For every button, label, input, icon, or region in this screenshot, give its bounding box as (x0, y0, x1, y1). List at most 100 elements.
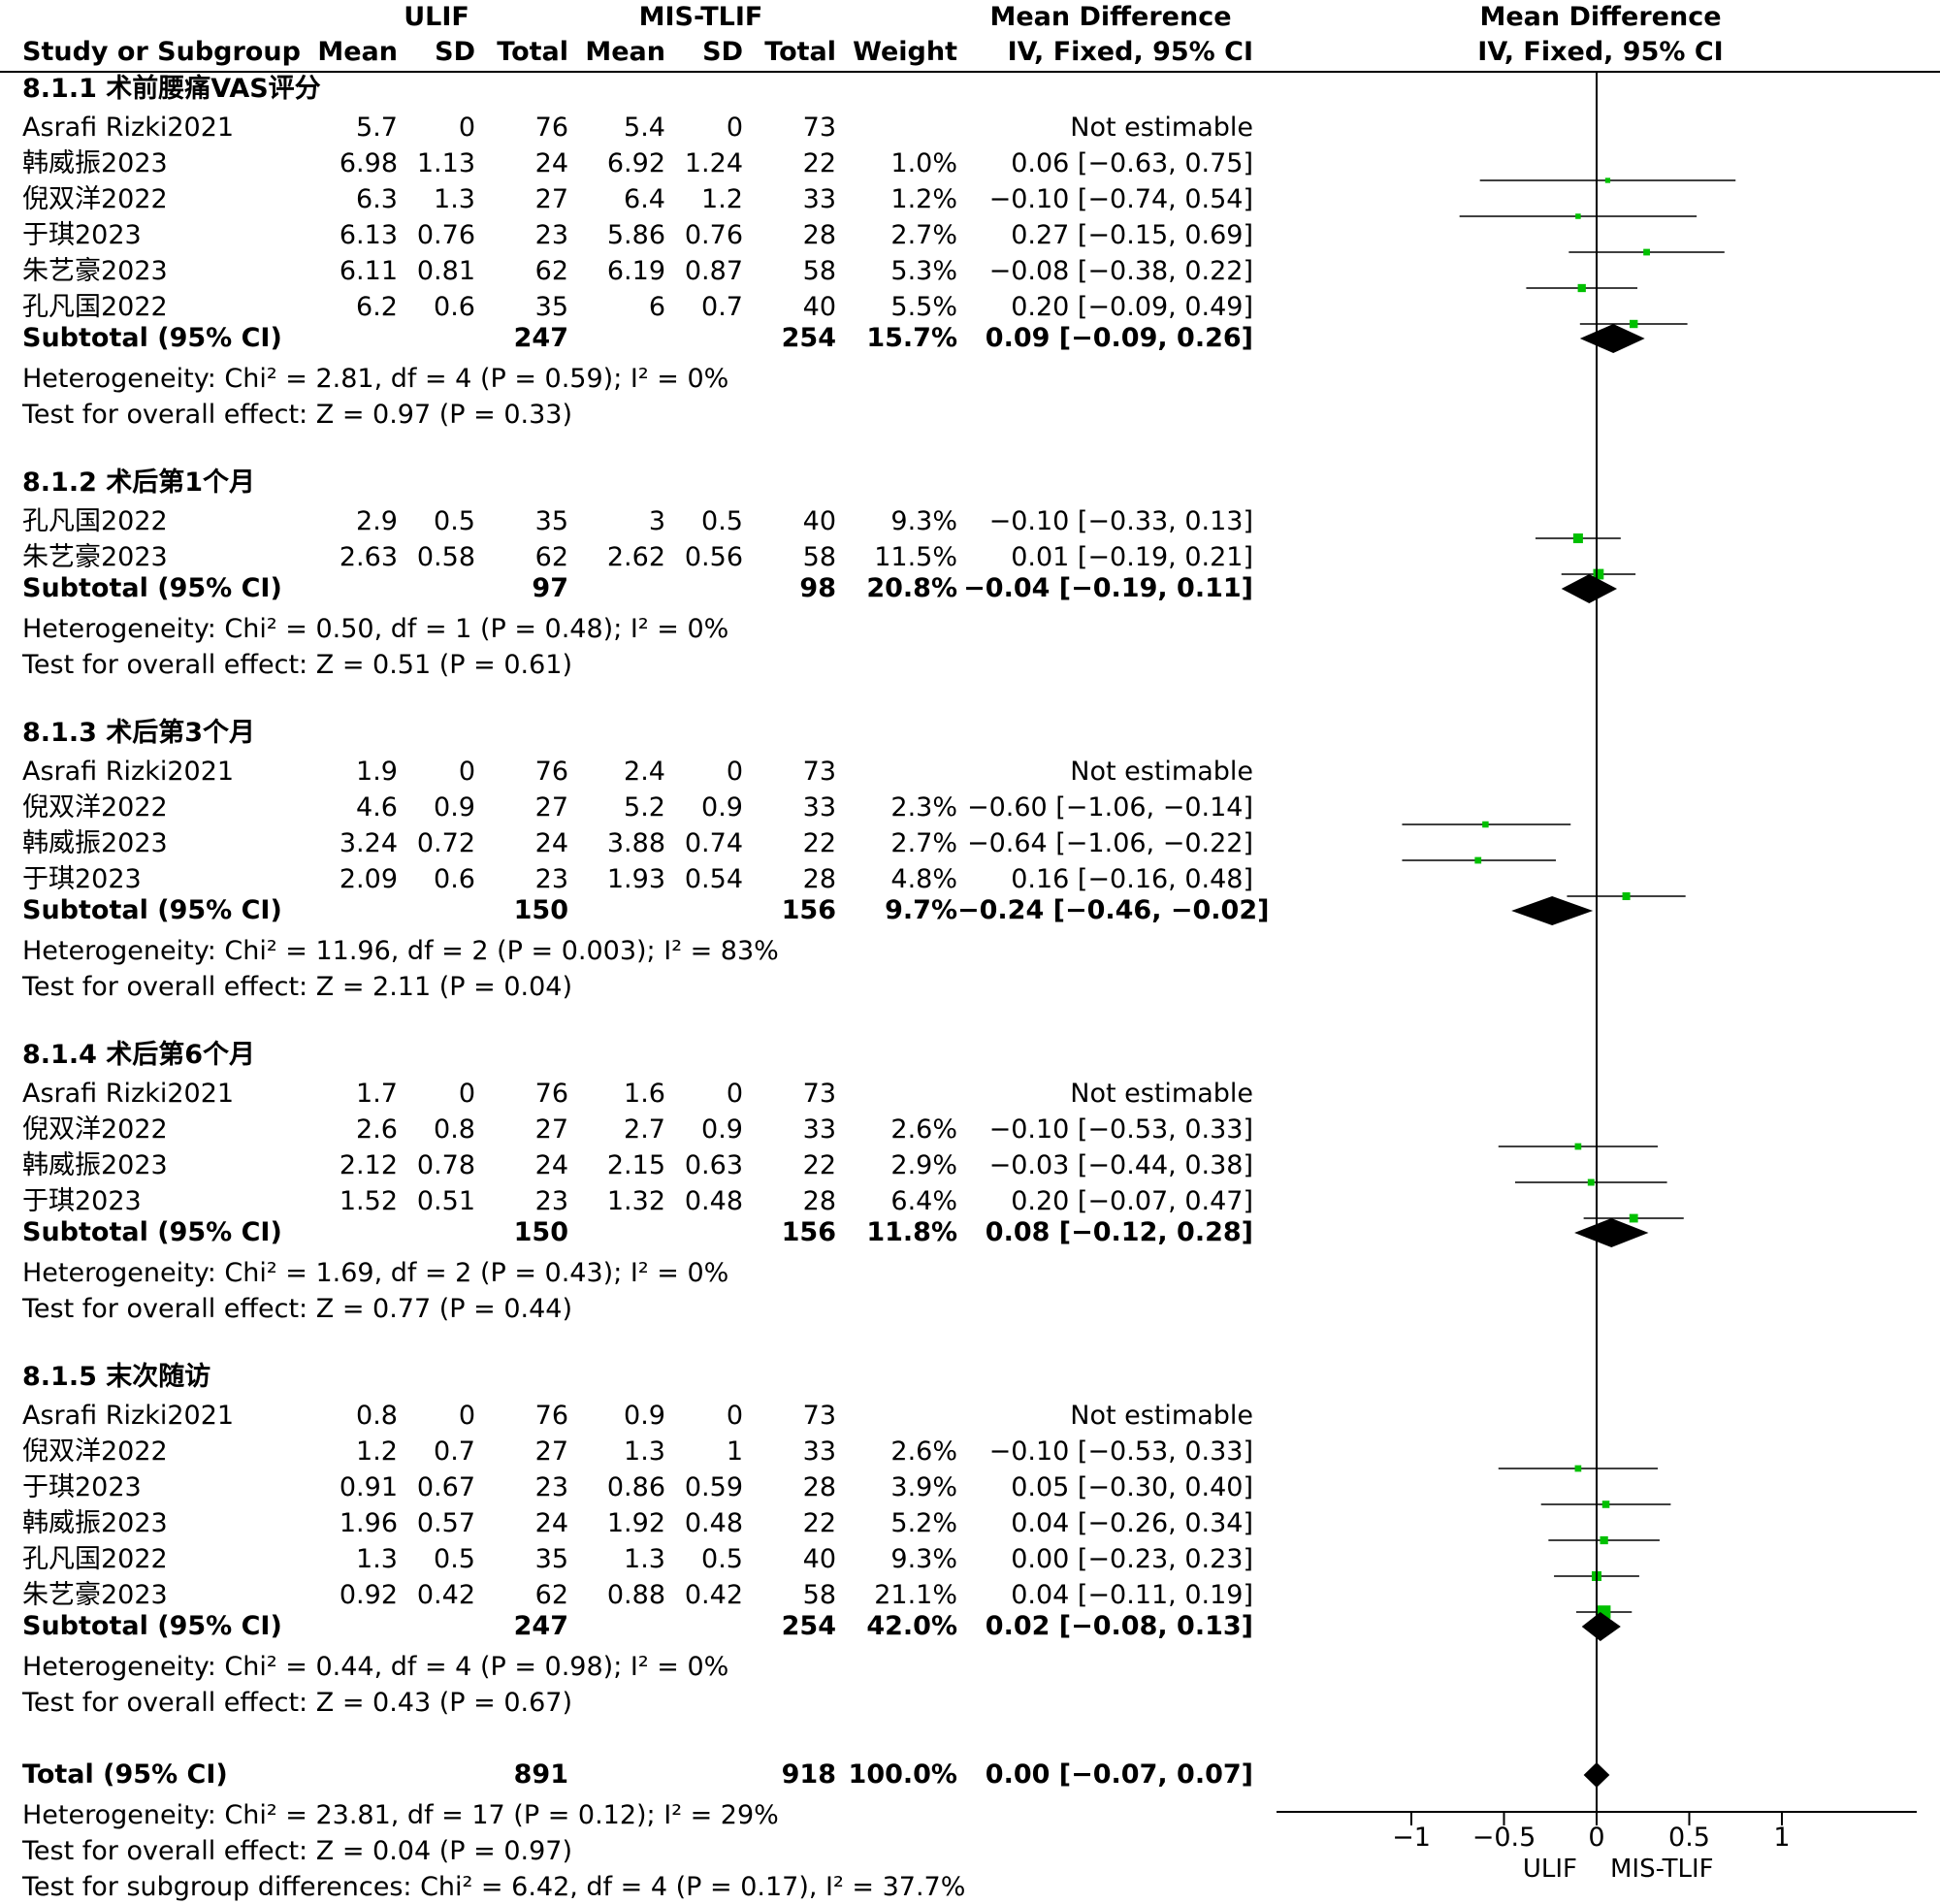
total-ci: 0.00 [−0.07, 0.07] (985, 1759, 1253, 1790)
sd1-header: SD (435, 37, 475, 67)
study-n1: 24 (534, 828, 568, 858)
study-ci: Not estimable (1070, 113, 1253, 143)
study-n2: 28 (802, 1186, 836, 1216)
study-n1: 35 (534, 1544, 568, 1574)
forest-table: ULIF MIS-TLIF Mean Difference Mean Diffe… (22, 2, 1724, 1902)
subtotal-n1: 97 (532, 573, 568, 603)
study-n1: 62 (534, 542, 568, 572)
study-m1: 1.3 (356, 1544, 398, 1574)
study-weight: 5.3% (890, 256, 957, 286)
pooled-diamond (1581, 1612, 1621, 1641)
study-ci: −0.64 [−1.06, −0.22] (966, 828, 1253, 858)
pooled-diamond (1511, 896, 1594, 925)
study-n2: 33 (802, 184, 836, 214)
study-sd2: 0 (726, 1401, 743, 1431)
study-sd2: 1 (726, 1436, 743, 1467)
study-m1: 6.13 (339, 220, 398, 250)
study-sd1: 0.81 (416, 256, 475, 286)
study-weight: 1.0% (890, 148, 957, 178)
effect-square (1629, 1213, 1638, 1223)
study-sd2: 0 (726, 113, 743, 143)
study-n1: 23 (534, 864, 568, 894)
study-sd2: 0.7 (701, 292, 743, 322)
study-sd2: 0.9 (701, 792, 743, 823)
study-name: 韩威振2023 (22, 148, 168, 178)
overall-effect-text: Test for overall effect: Z = 0.51 (P = 0… (22, 650, 572, 680)
study-m1: 1.2 (356, 1436, 398, 1467)
study-m2: 0.88 (606, 1580, 665, 1610)
md-method-header: IV, Fixed, 95% CI (1007, 37, 1253, 67)
subtotal-ci: −0.24 [−0.46, −0.02] (957, 895, 1270, 925)
study-name: Asrafi Rizki2021 (22, 1079, 235, 1109)
subtotal-n2: 156 (781, 895, 836, 925)
study-name: 朱艺豪2023 (22, 542, 168, 572)
study-weight: 2.3% (890, 792, 957, 823)
study-n1: 24 (534, 1508, 568, 1538)
study-name: 孔凡国2022 (22, 292, 168, 322)
subtotal-n2: 254 (781, 1611, 836, 1641)
study-name: 于琪2023 (22, 864, 142, 894)
pooled-diamond (1579, 324, 1645, 353)
subgroup-title: 8.1.1 术前腰痛VAS评分 (22, 74, 321, 104)
study-weight: 1.2% (890, 184, 957, 214)
study-n1: 27 (534, 184, 568, 214)
subtotal-label: Subtotal (95% CI) (22, 1611, 282, 1641)
study-weight: 9.3% (890, 1544, 957, 1574)
study-n1: 62 (534, 256, 568, 286)
subtotal-label: Subtotal (95% CI) (22, 573, 282, 603)
study-m1: 2.12 (339, 1150, 398, 1180)
subgroup-title: 8.1.4 术后第6个月 (22, 1040, 256, 1070)
study-weight: 21.1% (874, 1580, 957, 1610)
study-weight: 2.6% (890, 1114, 957, 1145)
study-sd1: 0.67 (416, 1472, 475, 1502)
x-tick-label: −0.5 (1472, 1823, 1536, 1853)
study-m2: 3 (648, 506, 665, 536)
study-n1: 27 (534, 792, 568, 823)
study-n2: 28 (802, 220, 836, 250)
study-n2: 28 (802, 864, 836, 894)
effect-square (1600, 1535, 1608, 1545)
study-ci: 0.04 [−0.26, 0.34] (1011, 1508, 1253, 1538)
study-n1: 23 (534, 1472, 568, 1502)
study-m2: 0.9 (624, 1401, 665, 1431)
subtotal-label: Subtotal (95% CI) (22, 895, 282, 925)
study-sd2: 0.74 (684, 828, 743, 858)
study-name: 韩威振2023 (22, 1508, 168, 1538)
study-sd2: 0 (726, 757, 743, 787)
study-m2: 1.6 (624, 1079, 665, 1109)
study-name: 于琪2023 (22, 220, 142, 250)
study-sd2: 0 (726, 1079, 743, 1109)
study-n2: 40 (802, 292, 836, 322)
study-n2: 28 (802, 1472, 836, 1502)
study-weight: 2.7% (890, 828, 957, 858)
study-sd2: 0.56 (684, 542, 743, 572)
study-weight: 6.4% (890, 1186, 957, 1216)
md-header: Mean Difference (989, 2, 1232, 32)
study-weight: 9.3% (890, 506, 957, 536)
subtotal-n2: 254 (781, 323, 836, 353)
study-m2: 1.3 (624, 1544, 665, 1574)
study-ci: −0.10 [−0.74, 0.54] (988, 184, 1253, 214)
overall-effect-text: Test for overall effect: Z = 2.11 (P = 0… (22, 972, 572, 1002)
study-sd1: 1.3 (434, 184, 475, 214)
pooled-diamond (1574, 1218, 1649, 1247)
study-ci: −0.10 [−0.33, 0.13] (988, 506, 1253, 536)
study-weight: 2.9% (890, 1150, 957, 1180)
subtotal-ci: 0.02 [−0.08, 0.13] (985, 1611, 1253, 1641)
study-n1: 27 (534, 1436, 568, 1467)
study-m1: 3.24 (339, 828, 398, 858)
subtotal-ci: −0.04 [−0.19, 0.11] (963, 573, 1253, 603)
study-column-header: Study or Subgroup (22, 37, 301, 67)
subtotal-ci: 0.09 [−0.09, 0.26] (985, 323, 1253, 353)
subtotal-n1: 150 (513, 1217, 568, 1247)
total2-header: Total (764, 37, 836, 67)
total-n1: 891 (513, 1759, 568, 1790)
study-weight: 5.5% (890, 292, 957, 322)
study-sd1: 0.9 (434, 792, 475, 823)
study-ci: −0.10 [−0.53, 0.33] (988, 1114, 1253, 1145)
study-ci: 0.20 [−0.09, 0.49] (1011, 292, 1253, 322)
study-name: Asrafi Rizki2021 (22, 1401, 235, 1431)
x-tick-label: 0.5 (1668, 1823, 1710, 1853)
study-ci: Not estimable (1070, 1401, 1253, 1431)
